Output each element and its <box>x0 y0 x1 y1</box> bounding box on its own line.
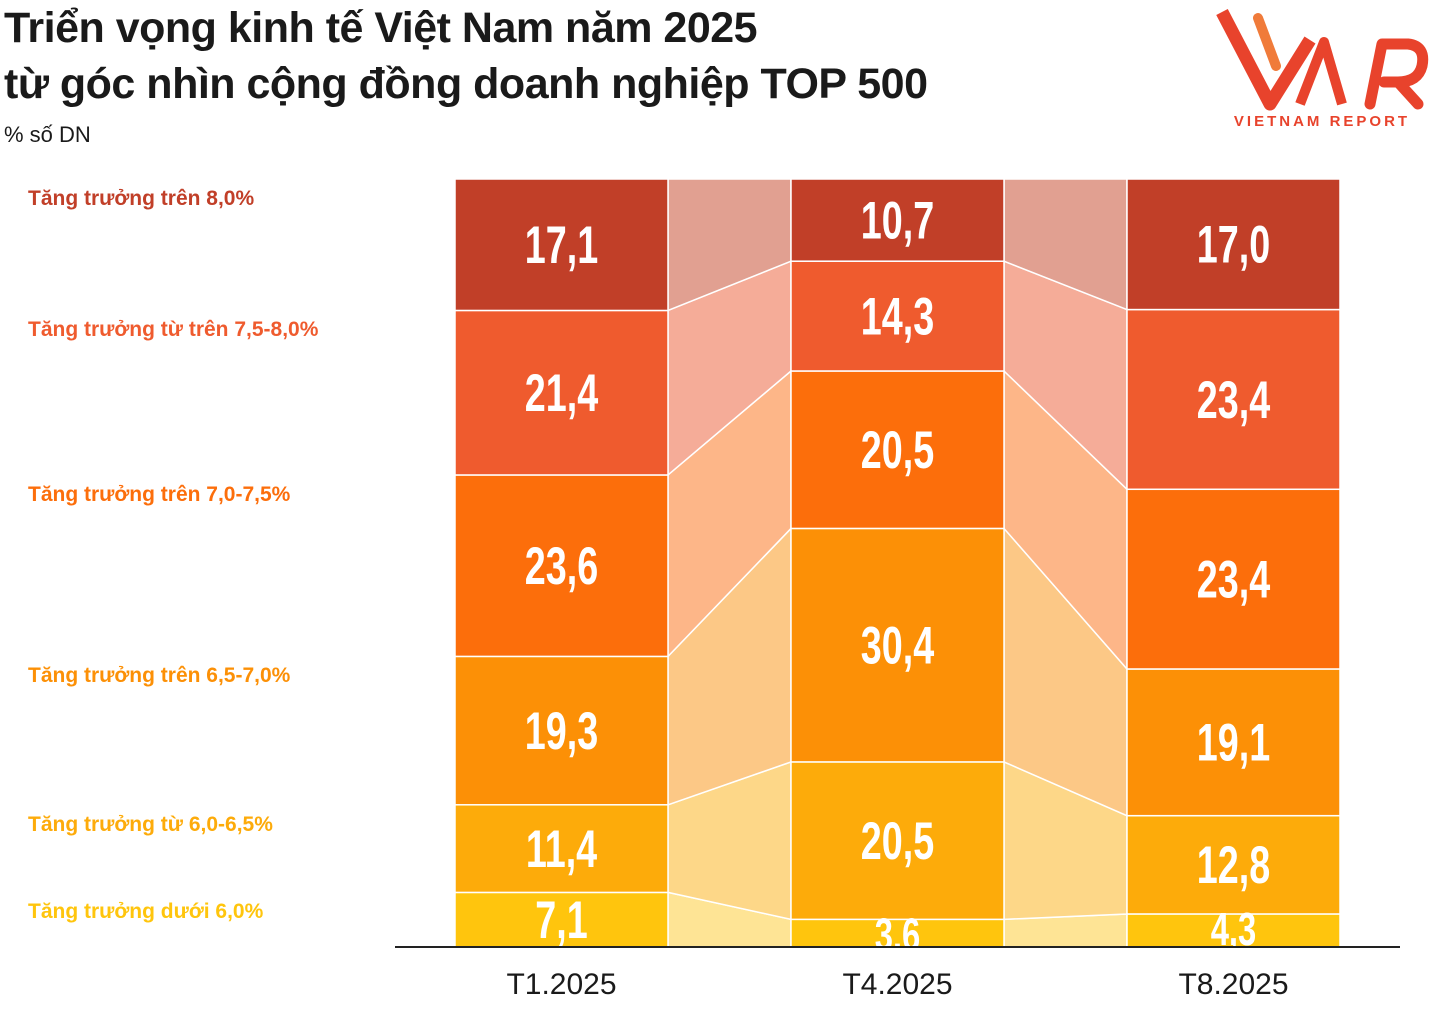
bar-segment <box>790 761 1005 921</box>
chart-title: Triển vọng kinh tế Việt Nam năm 2025 từ … <box>4 0 928 112</box>
bar-segment <box>454 655 669 806</box>
bar-segment <box>1126 814 1341 915</box>
data-label: 17,1 <box>525 215 598 275</box>
bar-segment <box>1126 488 1341 670</box>
legend-item: Tăng trưởng trên 7,0-7,5% <box>28 482 291 506</box>
vietnam-report-logo: VIETNAM REPORT <box>1212 0 1430 132</box>
bar-segment <box>1126 178 1341 311</box>
data-label: 17,0 <box>1197 214 1270 274</box>
bar-segment <box>454 891 669 948</box>
x-tick-label: T1.2025 <box>506 968 616 1001</box>
data-label: 23,4 <box>1197 369 1271 429</box>
bar-segment <box>1126 668 1341 817</box>
data-label: 30,4 <box>861 615 935 675</box>
bar-segment <box>1126 308 1341 491</box>
legend-item: Tăng trưởng từ trên 7,5-8,0% <box>28 318 319 342</box>
bars <box>454 178 1341 948</box>
data-label: 3,6 <box>875 910 921 961</box>
bar-segment <box>454 309 669 476</box>
data-label: 11,4 <box>526 819 598 879</box>
connector-bands <box>667 178 1128 948</box>
bar-segment <box>454 178 669 312</box>
data-label: 21,4 <box>525 363 599 423</box>
data-label: 12,8 <box>1197 835 1270 895</box>
data-label: 23,6 <box>525 536 598 596</box>
vnr-logo-icon: VIETNAM REPORT <box>1216 8 1429 130</box>
chart-title-line-2: từ góc nhìn cộng đồng doanh nghiệp TOP 5… <box>4 60 928 108</box>
x-tick-label: T4.2025 <box>842 968 952 1001</box>
x-tick-label: T8.2025 <box>1178 968 1288 1001</box>
data-label: 23,4 <box>1197 549 1271 609</box>
data-label: 10,7 <box>861 190 934 250</box>
data-label: 14,3 <box>861 286 934 346</box>
bar-segment <box>454 804 669 894</box>
chart-title-line-1: Triển vọng kinh tế Việt Nam năm 2025 <box>4 4 758 52</box>
data-label: 19,3 <box>525 701 598 761</box>
data-label: 20,5 <box>861 811 934 871</box>
bar-segment <box>790 260 1005 372</box>
y-axis-unit-label: % số DN <box>4 122 91 147</box>
data-label: 20,5 <box>861 420 934 480</box>
bar-segment <box>790 178 1005 262</box>
bar-segment <box>790 527 1005 763</box>
legend-item: Tăng trưởng trên 6,5-7,0% <box>28 664 291 688</box>
legend-item: Tăng trưởng trên 8,0% <box>28 187 255 210</box>
data-label: 19,1 <box>1197 712 1270 772</box>
logo-text: VIETNAM REPORT <box>1234 113 1410 130</box>
legend-item: Tăng trưởng dưới 6,0% <box>28 900 264 924</box>
bar-segment <box>790 370 1005 530</box>
data-label: 7,1 <box>535 890 587 950</box>
bar-segment <box>454 474 669 658</box>
legend-item: Tăng trưởng từ 6,0-6,5% <box>28 812 273 836</box>
